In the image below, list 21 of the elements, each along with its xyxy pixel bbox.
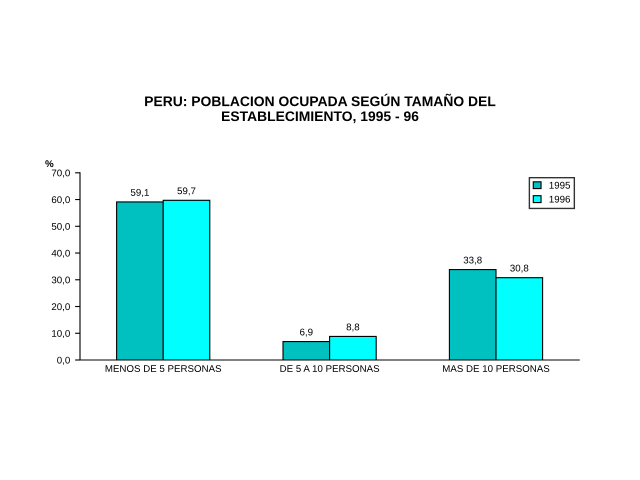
legend-label: 1995 [550,182,570,189]
y-tick-label: 70,0 [52,170,70,178]
data-label: 8,8 [346,323,360,332]
data-label: 33,8 [464,256,482,265]
y-tick-label: 20,0 [52,303,70,312]
chart-title: PERU: POBLACION OCUPADA SEGÚN TAMAÑO DEL ESTABLECIMIENTO, 1995 - 96 [145,94,496,124]
y-tick-label: 40,0 [52,250,70,258]
legend-label: 1996 [550,196,570,203]
data-label: 6,9 [300,328,313,337]
y-axis-title: % [45,160,54,168]
y-tick-label: 30,0 [52,276,70,285]
x-tick-label: MENOS DE 5 PERSONAS [106,365,222,372]
y-tick-label: 0,0 [57,356,70,365]
data-label: 59,1 [130,188,149,198]
data-label: 30,8 [510,264,528,273]
y-tick-label: 60,0 [52,196,70,204]
data-label: 59,7 [177,187,196,196]
x-tick-label: MAS DE 10 PERSONAS [443,365,550,372]
x-tick-label: DE 5 A 10 PERSONAS [280,365,380,372]
y-tick-label: 50,0 [52,223,70,232]
y-tick-label: 10,0 [52,330,70,338]
